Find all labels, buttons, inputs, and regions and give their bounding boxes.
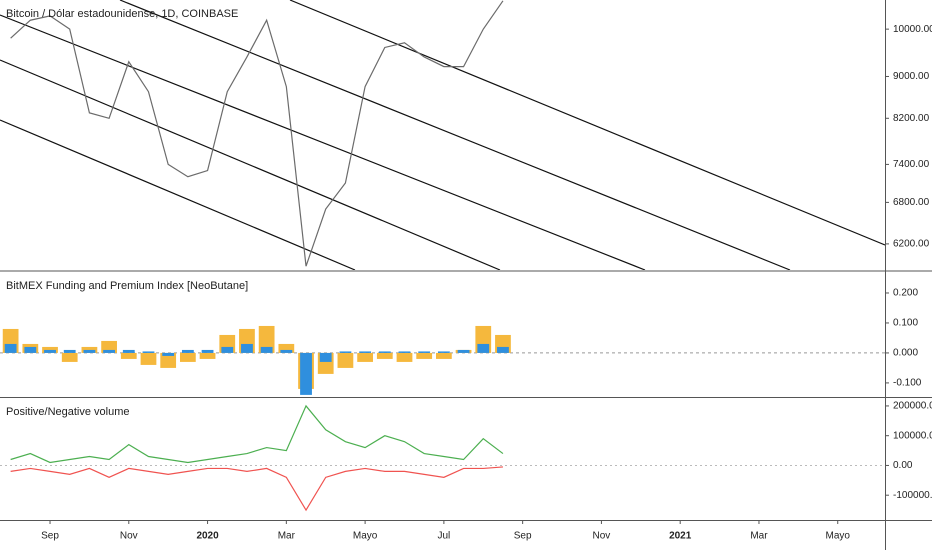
bar bbox=[339, 351, 352, 353]
bar bbox=[357, 352, 373, 362]
x-tick-label: Nov bbox=[593, 531, 611, 542]
panel-title: BitMEX Funding and Premium Index [NeoBut… bbox=[6, 280, 248, 292]
plot-area bbox=[10, 0, 504, 267]
bar bbox=[436, 352, 452, 359]
bar bbox=[258, 325, 275, 353]
x-tick-label: Nov bbox=[120, 531, 138, 542]
y-tick-label: 0.00 bbox=[893, 460, 913, 471]
bar bbox=[81, 346, 98, 353]
bar bbox=[63, 349, 76, 353]
bar bbox=[24, 346, 37, 353]
bar bbox=[4, 343, 17, 353]
bar bbox=[122, 349, 135, 353]
x-tick-label: Mayo bbox=[353, 531, 378, 542]
panel-title: Bitcoin / Dólar estadounidense, 1D, COIN… bbox=[6, 8, 238, 20]
bar bbox=[376, 352, 393, 359]
bar bbox=[241, 343, 253, 353]
y-tick-label: 9000.00 bbox=[893, 71, 930, 82]
bar bbox=[160, 352, 177, 368]
bar bbox=[199, 352, 216, 359]
bar bbox=[300, 352, 312, 395]
y-tick-label: 8200.00 bbox=[893, 113, 930, 124]
bar bbox=[280, 349, 293, 353]
y-tick-label: -0.100 bbox=[893, 378, 922, 389]
trend-lines bbox=[0, 0, 885, 270]
bar bbox=[201, 349, 214, 353]
bar bbox=[319, 352, 332, 362]
bar bbox=[42, 346, 58, 353]
bar bbox=[260, 346, 273, 353]
y-tick-label: 6200.00 bbox=[893, 239, 930, 250]
y-tick-label: 7400.00 bbox=[893, 159, 930, 170]
series-line bbox=[10, 466, 504, 512]
bar bbox=[101, 340, 117, 353]
y-tick-label: 10000.00 bbox=[893, 24, 932, 35]
x-tick-label: Mar bbox=[278, 531, 296, 542]
y-tick-label: 100000.00 bbox=[893, 430, 932, 441]
y-tick-label: 0.100 bbox=[893, 318, 918, 329]
bar bbox=[221, 346, 234, 353]
x-tick-label: Mar bbox=[750, 531, 768, 542]
y-tick-label: 0.200 bbox=[893, 288, 918, 299]
x-tick-label: Jul bbox=[437, 531, 450, 542]
bar bbox=[179, 352, 196, 362]
bar bbox=[359, 351, 372, 353]
bar bbox=[457, 349, 470, 353]
x-tick-label: 2021 bbox=[669, 531, 692, 542]
x-tick-label: Sep bbox=[41, 531, 59, 542]
bar bbox=[83, 349, 96, 353]
bar bbox=[140, 352, 157, 365]
bar bbox=[181, 349, 194, 353]
bar bbox=[398, 351, 411, 353]
plot-area bbox=[0, 404, 885, 512]
bar bbox=[337, 352, 354, 368]
bar bbox=[416, 352, 433, 359]
bar bbox=[437, 351, 450, 353]
bar bbox=[396, 352, 413, 362]
bar bbox=[278, 343, 295, 353]
y-tick-label: 6800.00 bbox=[893, 197, 930, 208]
series-line bbox=[10, 404, 504, 464]
plot-area bbox=[0, 325, 885, 395]
bar bbox=[477, 343, 490, 353]
bar bbox=[162, 352, 175, 356]
bar bbox=[378, 351, 391, 353]
y-tick-label: 200000.00 bbox=[893, 401, 932, 412]
panel-title: Positive/Negative volume bbox=[6, 406, 130, 418]
bar bbox=[44, 349, 56, 353]
x-tick-label: Sep bbox=[514, 531, 532, 542]
x-tick-label: Mayo bbox=[826, 531, 851, 542]
bar bbox=[120, 352, 137, 359]
bar bbox=[142, 351, 155, 353]
bar bbox=[418, 351, 431, 353]
bar bbox=[497, 346, 509, 353]
y-tick-label: -100000.00 bbox=[893, 490, 932, 501]
y-tick-label: 0.000 bbox=[893, 348, 918, 359]
x-tick-label: 2020 bbox=[196, 531, 219, 542]
bar bbox=[103, 349, 116, 353]
bar bbox=[61, 352, 78, 362]
series-line bbox=[10, 0, 504, 267]
